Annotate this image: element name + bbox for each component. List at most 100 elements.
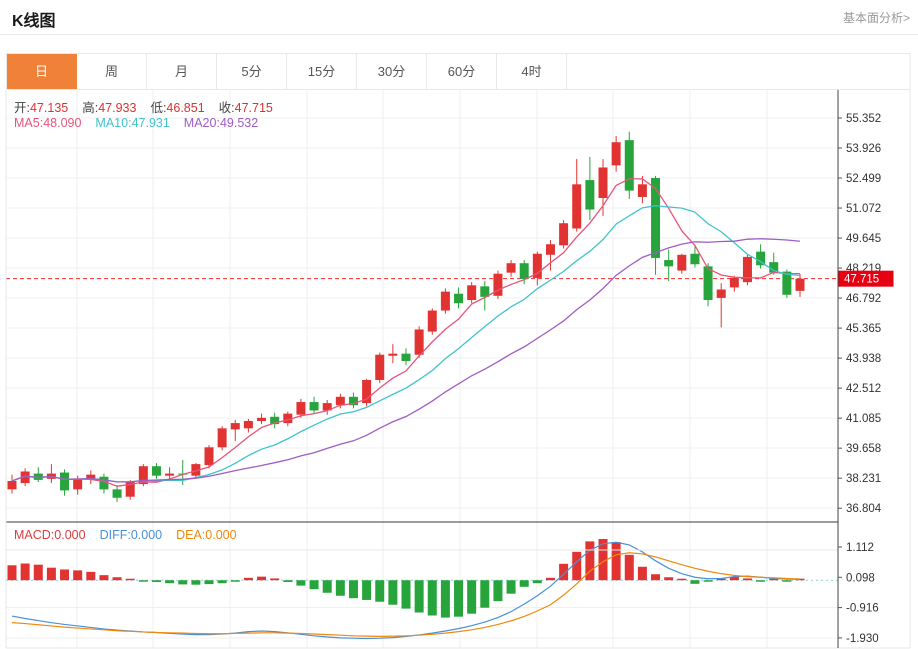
fundamental-analysis-link[interactable]: 基本面分析> [842, 11, 910, 25]
current-price-badge [838, 270, 894, 287]
macd-bar [651, 574, 661, 581]
interval-tabs: 日周月 5分 15分 30分 60分 4时 [6, 53, 910, 90]
macd-bar [309, 580, 319, 590]
macd-bar [624, 554, 634, 581]
y-axis-label: 1.112 [846, 542, 874, 554]
candle-body [493, 273, 503, 296]
macd-bar [230, 580, 240, 582]
macd-bar [112, 577, 122, 581]
candle-body [217, 428, 227, 448]
macd-bar [637, 566, 647, 581]
ma20-line [11, 238, 801, 483]
candle-body [348, 396, 358, 406]
candle-body [480, 286, 490, 297]
macd-bar [388, 580, 398, 605]
macd-bar [519, 580, 529, 587]
macd-bar [532, 580, 542, 584]
macd-bar [151, 580, 161, 583]
candle-body [388, 353, 398, 356]
candle-body [257, 417, 267, 421]
candle-body [454, 293, 464, 304]
candle-body [519, 263, 529, 279]
candle-body [60, 472, 70, 491]
y-axis-label: -1.930 [846, 633, 879, 645]
macd-bar [585, 541, 595, 581]
tab-4时[interactable]: 4时 [497, 54, 567, 89]
macd-bar [296, 580, 306, 586]
candle-body [782, 271, 792, 295]
candle-body [572, 184, 582, 229]
macd-bar [729, 576, 739, 581]
candle-body [559, 223, 569, 246]
candle-body [86, 474, 96, 479]
macd-bar [506, 580, 516, 594]
candle-body [7, 480, 17, 490]
macd-bar [138, 580, 148, 582]
ma5-line [11, 178, 801, 487]
macd-bar [375, 580, 385, 602]
y-axis-label: 51.072 [846, 203, 881, 215]
candle-body [440, 291, 450, 311]
candle-body [677, 254, 687, 271]
macd-bar [742, 578, 752, 581]
macd-bar [677, 578, 687, 581]
macd-bar [257, 576, 267, 581]
candle-body [585, 180, 595, 210]
candle-body [362, 379, 372, 404]
macd-bar [322, 580, 332, 593]
candle-body [624, 140, 634, 191]
macd-bar [243, 577, 253, 581]
tab-月[interactable]: 月 [147, 54, 217, 89]
macd-bar [440, 580, 450, 618]
y-axis-label: 43.938 [846, 353, 881, 365]
macd-bar [690, 580, 700, 584]
tab-周[interactable]: 周 [77, 54, 147, 89]
candle-body [716, 289, 726, 298]
y-axis-label: 0.098 [846, 572, 875, 584]
tab-30分[interactable]: 30分 [357, 54, 427, 89]
y-axis-label: 49.645 [846, 233, 881, 245]
macd-bar [270, 578, 280, 581]
macd-bar [467, 580, 477, 614]
candle-body [414, 329, 424, 355]
y-axis-label: 55.352 [846, 113, 881, 125]
candle-body [795, 278, 805, 291]
macd-bar [493, 580, 503, 602]
macd-bar [191, 580, 201, 585]
candle-body [769, 262, 779, 273]
macd-bar [480, 580, 490, 608]
candle-body [532, 253, 542, 278]
y-axis-label: 41.085 [846, 413, 881, 425]
tab-60分[interactable]: 60分 [427, 54, 497, 89]
tab-5分[interactable]: 5分 [217, 54, 287, 89]
candle-body [335, 396, 345, 406]
macd-bar [611, 541, 621, 581]
candle-body [598, 167, 608, 198]
y-axis-label: 38.231 [846, 473, 881, 485]
candle-body [283, 413, 293, 424]
candle-body [690, 253, 700, 265]
candle-body [322, 403, 332, 411]
macd-bar [572, 551, 582, 581]
tab-日[interactable]: 日 [7, 54, 77, 89]
ma10-line [11, 205, 801, 483]
macd-bar [125, 578, 135, 581]
y-axis-label: 46.792 [846, 293, 881, 305]
macd-bar [60, 569, 70, 581]
candle-body [296, 402, 306, 415]
header: K线图 基本面分析> [0, 0, 918, 35]
candle-body [138, 466, 148, 485]
macd-bar [217, 580, 227, 584]
candle-body [125, 481, 135, 497]
tab-15分[interactable]: 15分 [287, 54, 357, 89]
current-price-badge-text: 47.715 [844, 274, 879, 286]
y-axis-label: 42.512 [846, 383, 881, 395]
dea-line [11, 552, 801, 638]
candle-body [506, 263, 516, 273]
candle-body [191, 464, 201, 476]
candle-body [703, 266, 713, 301]
macd-bar [769, 578, 779, 581]
y-axis-label: 36.804 [846, 503, 882, 515]
